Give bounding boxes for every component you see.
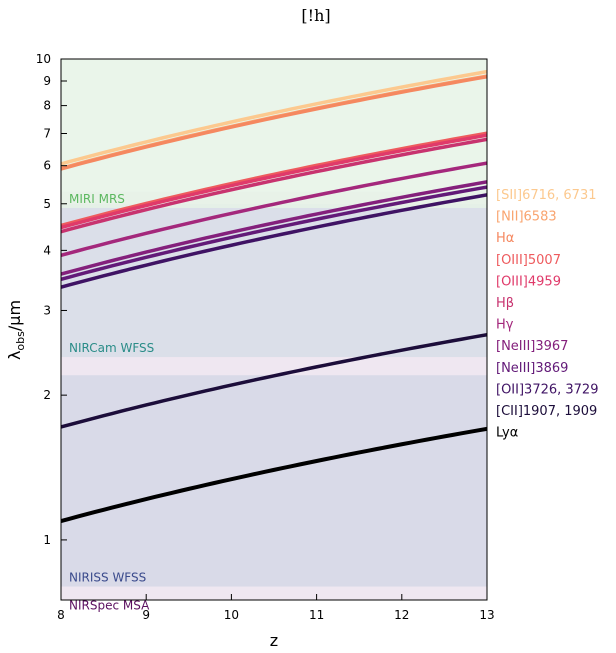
legend-item-neiii-3869: [NeIII]3869 [496, 361, 568, 376]
y-axis-label-unit: /μm [5, 300, 24, 331]
y-tick-label: 7 [43, 126, 51, 140]
y-axis-ticks: 1 2 3 4 5 6 7 8 9 10 [36, 52, 67, 547]
series-line-h [61, 161, 487, 258]
legend-item-h: Hγ [496, 318, 514, 333]
x-tick-label: 9 [142, 608, 150, 622]
region-label-niriss-wfss: NIRISS WFSS [69, 571, 146, 585]
y-tick-label: 6 [43, 159, 51, 173]
legend: [SII]6716, 6731 [NII]6583 Hα [OIII]5007 [OII… [496, 188, 598, 441]
series-line-neiii-3967 [61, 180, 487, 276]
legend-item-oii-3726-3729: [OII]3726, 3729 [496, 382, 598, 397]
page-title: [!h] [301, 6, 330, 25]
x-axis-label: z [270, 631, 278, 650]
region-label-miri-mrs: MIRI MRS [69, 192, 125, 206]
x-tick-label: 10 [224, 608, 239, 622]
x-tick-label: 8 [57, 608, 65, 622]
y-axis-label-sub: obs [14, 331, 27, 351]
region-label-nirspec-msa: NIRSpec MSA [69, 598, 150, 612]
y-axis-label: λobs/μm [5, 300, 27, 360]
series-line-cii-1907-1909 [61, 332, 487, 429]
x-tick-label: 13 [479, 608, 494, 622]
plot-frame [60, 58, 488, 601]
y-tick-label: 1 [43, 533, 51, 547]
region-niriss-wfss [61, 375, 487, 587]
legend-item-nii-6583: [NII]6583 [496, 210, 557, 225]
x-tick-label: 12 [394, 608, 409, 622]
series-line-oiii-5007 [61, 131, 487, 228]
series-line-h [61, 74, 487, 171]
legend-item-h: Hβ [496, 296, 514, 311]
legend-item-oiii-4959: [OIII]4959 [496, 274, 561, 289]
legend-item-cii-1907-1909: [CII]1907, 1909 [496, 404, 597, 419]
y-tick-label: 8 [43, 99, 51, 113]
series-line-h [61, 137, 487, 234]
y-tick-label: 9 [43, 74, 51, 88]
y-tick-label: 10 [36, 52, 51, 66]
legend-item-neiii-3967: [NeIII]3967 [496, 339, 568, 354]
legend-item-h: Hα [496, 231, 514, 246]
region-label-nircam-wfss: NIRCam WFSS [69, 341, 154, 355]
x-axis-ticks: 8 9 10 11 12 13 [57, 594, 495, 622]
legend-item-oiii-5007: [OIII]5007 [496, 253, 561, 268]
legend-item-ly: Lyα [496, 426, 518, 441]
series-line-ly [61, 426, 487, 524]
series-lines [61, 69, 487, 524]
series-line-neiii-3869 [61, 185, 487, 282]
series-line-sii-6716-6731 [61, 69, 487, 166]
series-line-oiii-4959 [61, 133, 487, 230]
y-tick-label: 5 [43, 197, 51, 211]
instrument-regions [61, 59, 487, 600]
y-tick-label: 4 [43, 243, 51, 257]
region-labels: NIRSpec MSA NIRISS WFSS NIRCam WFSS MIRI MR… [69, 192, 154, 612]
series-line-oii-3726-3729 [61, 193, 487, 289]
y-tick-label: 2 [43, 388, 51, 402]
y-tick-label: 3 [43, 303, 51, 317]
legend-item-sii-6716-6731: [SII]6716, 6731 [496, 188, 597, 203]
x-tick-label: 11 [309, 608, 324, 622]
y-axis-label-main: λ [5, 351, 24, 360]
